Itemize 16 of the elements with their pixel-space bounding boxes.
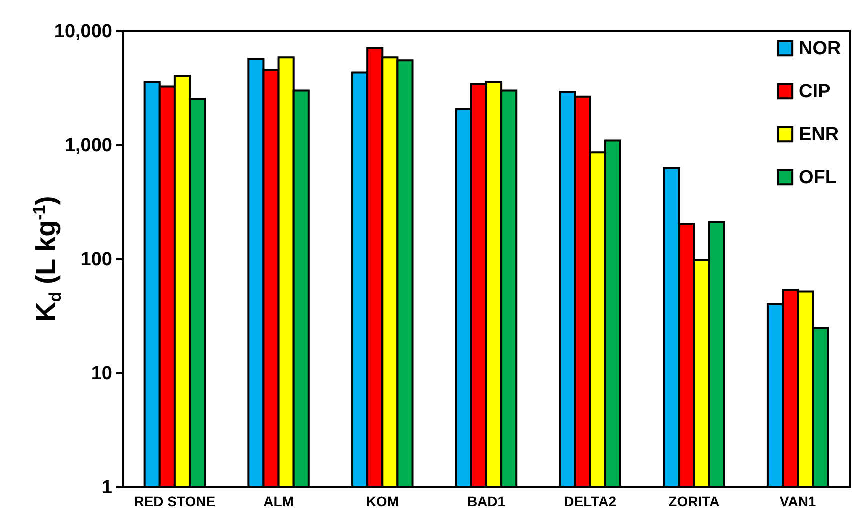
x-tick-label: DELTA2 [564, 494, 617, 510]
x-tick-label: ZORITA [668, 494, 720, 510]
x-tick-label: RED STONE [134, 494, 216, 510]
y-tick-label: 1 [102, 478, 113, 498]
legend-label: CIP [799, 82, 831, 102]
x-tick-label: BAD1 [467, 494, 506, 510]
legend-label: ENR [799, 124, 840, 146]
x-tick-label: KOM [366, 494, 399, 510]
y-tick-label: 10,000 [54, 22, 112, 42]
y-tick-label: 100 [80, 250, 112, 270]
x-tick-label: VAN1 [780, 494, 816, 510]
y-tick-label: 1,000 [64, 136, 112, 156]
legend-label: NOR [799, 38, 842, 60]
legend-label: OFL [799, 168, 838, 188]
x-tick-label: ALM [264, 494, 294, 510]
y-tick-label: 10 [91, 364, 112, 384]
